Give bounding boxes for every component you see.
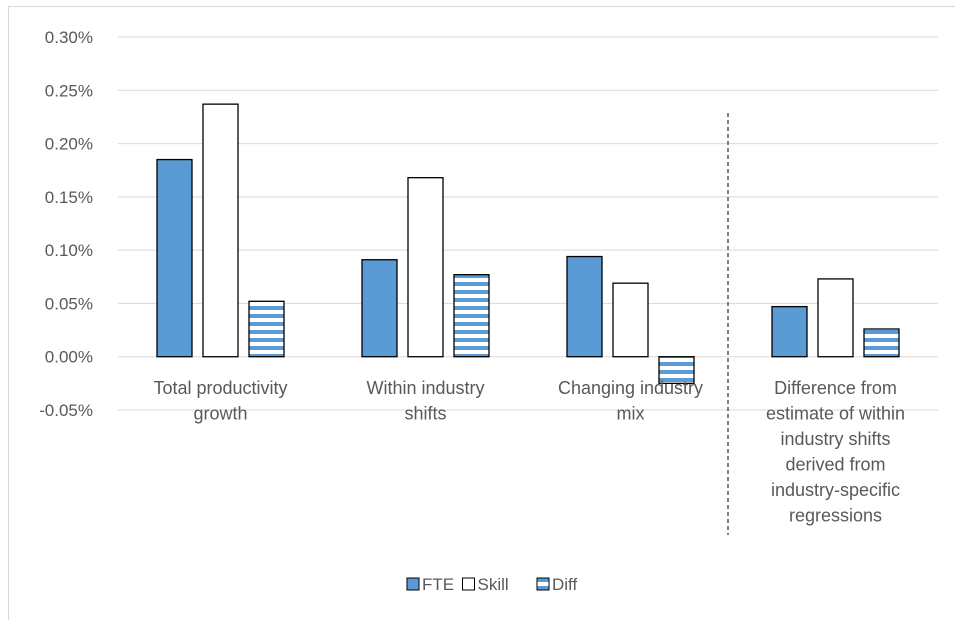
category-label: Within industry	[366, 378, 484, 398]
y-tick-label: 0.20%	[45, 135, 93, 154]
y-tick-label: 0.25%	[45, 81, 93, 100]
y-tick-label: 0.30%	[45, 28, 93, 47]
gridlines	[118, 36, 938, 411]
category-label: derived from	[785, 455, 885, 475]
y-tick-label: 0.10%	[45, 241, 93, 260]
legend-swatch-fte	[406, 577, 420, 591]
y-axis-tick-labels: 0.30% 0.25% 0.20% 0.15% 0.10% 0.05% 0.00% -0.05…	[39, 28, 93, 420]
bar-fte-0	[156, 158, 193, 358]
bar-skill-1	[407, 177, 444, 358]
category-label: Changing industry	[558, 378, 703, 398]
category-labels: Total productivity growth Within industry s…	[153, 378, 905, 526]
category-label: Difference from	[774, 378, 897, 398]
bar-diff-0	[248, 300, 285, 358]
legend-swatch-skill	[462, 577, 475, 591]
category-label: regressions	[789, 506, 882, 526]
bar-skill-3	[817, 278, 854, 358]
legend-label-fte: FTE	[422, 575, 454, 594]
category-label: shifts	[404, 404, 446, 424]
bar-skill-0	[202, 103, 239, 358]
bar-skill-2	[612, 282, 649, 358]
bar-diff-1	[453, 274, 490, 358]
chart-frame	[8, 6, 955, 620]
category-label: industry-specific	[771, 480, 900, 500]
category-label: industry shifts	[780, 429, 890, 449]
legend-label-skill: Skill	[478, 575, 509, 594]
bar-fte-3	[771, 305, 808, 358]
legend-label-diff: Diff	[552, 575, 577, 594]
y-tick-label: 0.05%	[45, 294, 93, 313]
legend: FTE Skill Diff	[406, 575, 577, 594]
legend-swatch-diff	[536, 577, 550, 591]
category-label: growth	[193, 404, 247, 424]
y-tick-label: 0.00%	[45, 348, 93, 367]
category-label: estimate of within	[766, 404, 905, 424]
bar-fte-2	[566, 255, 603, 358]
bar-diff-3	[863, 328, 900, 358]
category-label: mix	[617, 404, 645, 424]
bars	[156, 103, 900, 385]
category-label: Total productivity	[153, 378, 287, 398]
y-tick-label: 0.15%	[45, 188, 93, 207]
bar-diff-2	[658, 356, 695, 385]
y-tick-label: -0.05%	[39, 401, 93, 420]
bar-fte-1	[361, 259, 398, 358]
